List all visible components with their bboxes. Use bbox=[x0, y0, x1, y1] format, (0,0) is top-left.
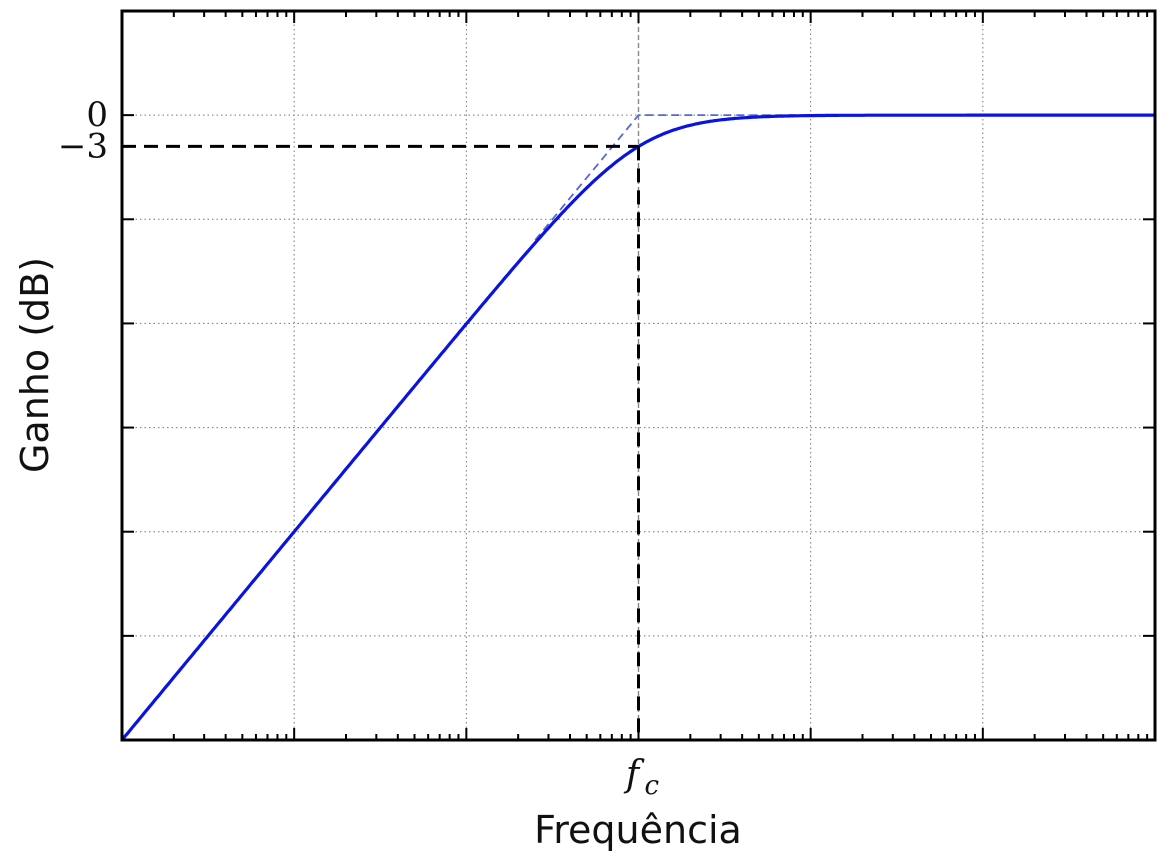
plot-frame bbox=[120, 9, 1157, 742]
y-tick-label: −3 bbox=[58, 126, 108, 166]
x-tick-label: f bbox=[623, 754, 645, 795]
x-tick-label-subscript: c bbox=[645, 771, 660, 801]
x-axis-title: Frequência bbox=[534, 808, 742, 852]
y-tick-label: 0 bbox=[86, 95, 108, 135]
y-axis-title: Ganho (dB) bbox=[13, 257, 57, 473]
annotation-layer bbox=[122, 144, 640, 740]
asymptote-line bbox=[534, 114, 811, 241]
